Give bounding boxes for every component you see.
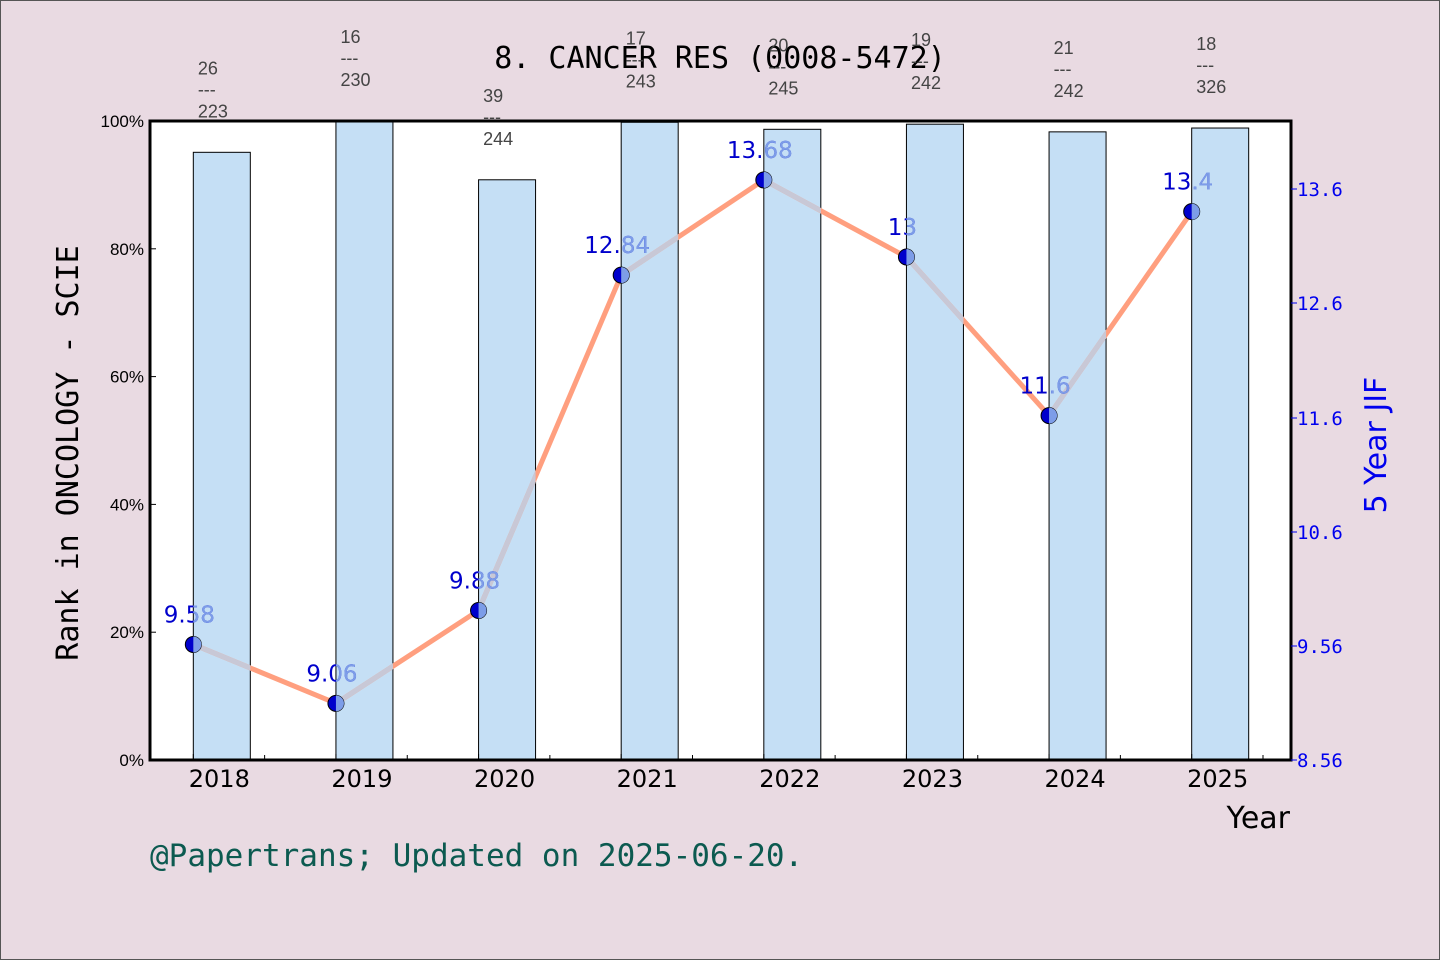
left-axis: 0% 20% 40% 60% 80% 100% xyxy=(101,112,156,770)
rank-annotation-2025: 18--- 326 xyxy=(1196,34,1226,97)
line-series: 9.589.589.069.069.889.8812.8412.8413.681… xyxy=(164,138,1213,712)
svg-text:9.58: 9.58 xyxy=(164,602,215,628)
x-tick-label: 2025 xyxy=(1187,765,1248,793)
rank-divider: --- xyxy=(626,49,644,69)
rank-annotation-2020: 39--- 244 xyxy=(483,86,513,149)
rank-divider: --- xyxy=(1196,55,1214,75)
jif-value-label: 9.58 xyxy=(164,602,215,628)
chart-title: 8. CANCER RES (0008-5472) xyxy=(494,41,946,76)
left-tick-label: 80% xyxy=(110,240,144,259)
rank-total: 242 xyxy=(911,73,941,93)
bar-series xyxy=(192,120,1250,761)
rank-total: 242 xyxy=(1054,81,1084,101)
rank-numerator: 18 xyxy=(1196,34,1216,54)
x-tick-label: 2019 xyxy=(331,765,392,793)
bar-2022 xyxy=(763,128,822,761)
right-tick-label: 10.6 xyxy=(1297,522,1343,544)
rank-total: 243 xyxy=(626,71,656,91)
y-axis-title-right: 5 Year JIF xyxy=(1359,377,1394,514)
right-tick-label: 13.6 xyxy=(1297,179,1343,201)
jif-value-label: 11.6 xyxy=(1019,374,1070,400)
plot-border xyxy=(148,119,1293,762)
y-axis-title-left: Rank in ONCOLOGY - SCIE xyxy=(51,245,86,660)
footer-credit: @Papertrans; Updated on 2025-06-20. xyxy=(150,838,803,874)
bar-2018 xyxy=(192,151,251,761)
rank-annotation-2019: 16--- 230 xyxy=(340,27,370,90)
left-tick-label: 60% xyxy=(110,368,144,387)
rank-annotation-2018: 26--- 223 xyxy=(198,58,228,121)
rank-divider: --- xyxy=(1054,59,1072,79)
rank-numerator: 39 xyxy=(483,86,503,106)
right-tick-label: 9.56 xyxy=(1297,636,1343,658)
x-tick-label: 2018 xyxy=(189,765,250,793)
rank-annotation-2024: 21--- 242 xyxy=(1054,38,1084,101)
rank-total: 223 xyxy=(198,101,228,121)
bar-2024 xyxy=(1048,131,1107,761)
left-tick-label: 20% xyxy=(110,623,144,642)
rank-total: 245 xyxy=(768,78,798,98)
x-tick-label: 2023 xyxy=(902,765,963,793)
rank-divider: --- xyxy=(483,107,501,127)
x-axis: 2018 2019 2020 2021 2022 2023 2024 2025 xyxy=(189,754,1264,793)
rank-numerator: 16 xyxy=(340,27,360,47)
x-tick-label: 2020 xyxy=(474,765,535,793)
x-tick-label: 2024 xyxy=(1045,765,1106,793)
right-axis: 8.56 9.56 10.6 11.6 12.6 13.6 xyxy=(1291,179,1343,772)
rank-annotation-2021: 17--- 243 xyxy=(626,28,656,91)
jif-value-label: 13.68 xyxy=(727,138,793,164)
rank-annotation-2023: 19--- 242 xyxy=(911,30,941,93)
bar-2020 xyxy=(478,179,537,761)
rank-numerator: 17 xyxy=(626,28,646,48)
rank-numerator: 20 xyxy=(768,35,788,55)
bar-2025 xyxy=(1191,127,1250,761)
rank-divider: --- xyxy=(911,51,929,71)
x-tick-label: 2021 xyxy=(617,765,678,793)
jif-value-label: 9.06 xyxy=(306,661,357,687)
rank-total: 326 xyxy=(1196,77,1226,97)
right-tick-label: 11.6 xyxy=(1297,408,1343,430)
rank-numerator: 19 xyxy=(911,30,931,50)
right-tick-label: 12.6 xyxy=(1297,293,1343,315)
rank-annotation-2022: 20--- 245 xyxy=(768,35,798,98)
rank-numerator: 26 xyxy=(198,58,218,78)
rank-total: 244 xyxy=(483,129,513,149)
rank-divider: --- xyxy=(198,79,216,99)
rank-numerator: 21 xyxy=(1054,38,1074,58)
left-tick-label: 0% xyxy=(119,751,144,770)
rank-divider: --- xyxy=(768,56,786,76)
jif-value-label: 12.84 xyxy=(584,233,650,259)
rank-total: 230 xyxy=(340,70,370,90)
jif-value-label: 13 xyxy=(888,215,917,241)
jif-value-label: 13.4 xyxy=(1162,170,1213,196)
bar-2021 xyxy=(620,121,679,761)
rank-divider: --- xyxy=(340,48,358,68)
left-tick-label: 100% xyxy=(101,112,144,131)
right-tick-label: 8.56 xyxy=(1297,750,1343,772)
x-axis-title: Year xyxy=(1225,801,1290,836)
left-tick-label: 40% xyxy=(110,495,144,514)
jif-value-label: 9.88 xyxy=(449,568,500,594)
x-tick-label: 2022 xyxy=(759,765,820,793)
